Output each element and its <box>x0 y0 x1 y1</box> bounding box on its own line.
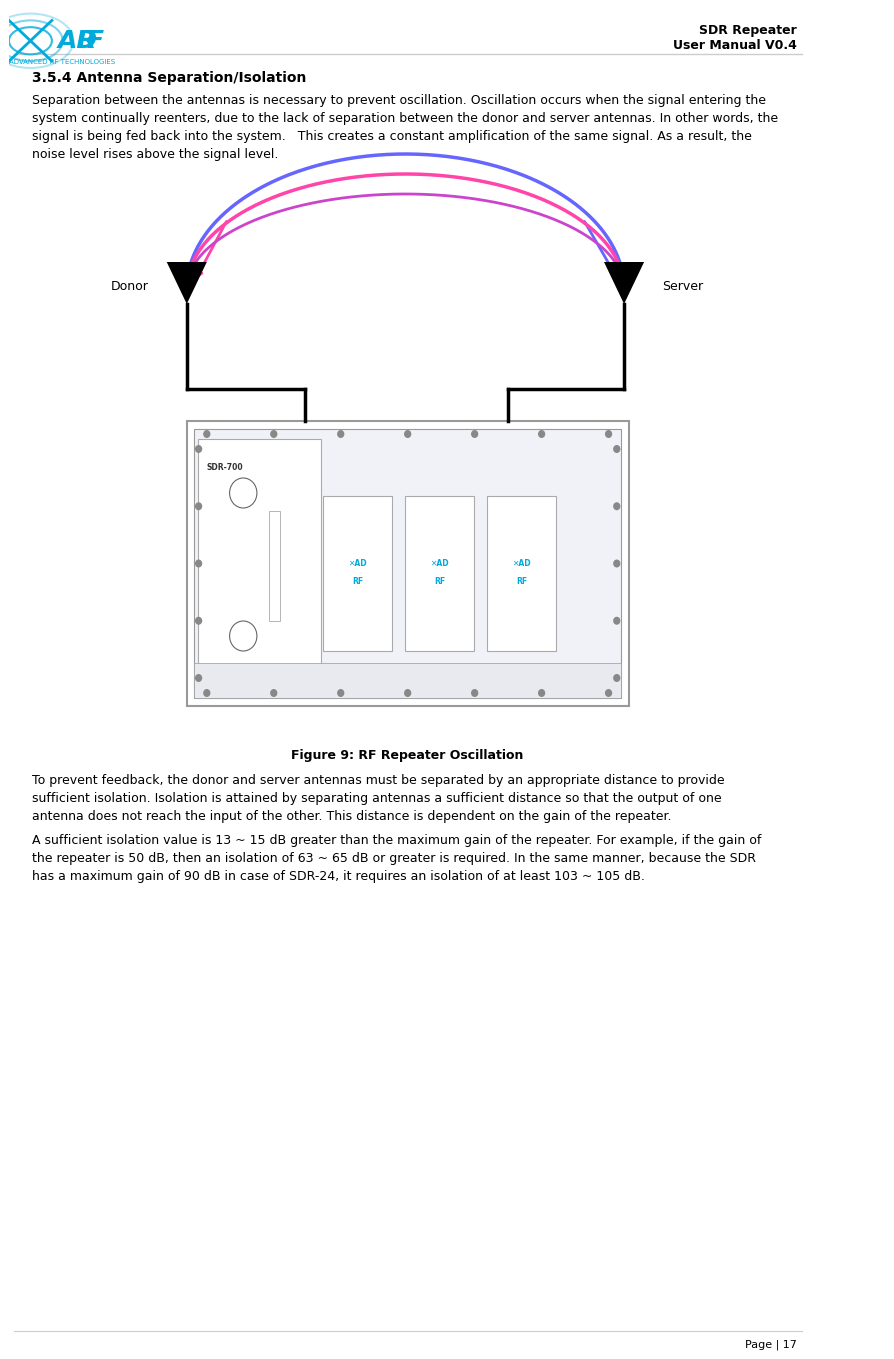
FancyBboxPatch shape <box>487 496 555 651</box>
Text: RF: RF <box>351 578 363 586</box>
Circle shape <box>612 560 620 568</box>
Text: ✕AD: ✕AD <box>511 559 530 568</box>
Text: User Manual V0.4: User Manual V0.4 <box>672 39 797 52</box>
Circle shape <box>403 429 411 438</box>
Text: SDR Repeater: SDR Repeater <box>698 24 797 37</box>
Circle shape <box>612 503 620 510</box>
Polygon shape <box>166 262 207 304</box>
FancyBboxPatch shape <box>194 663 620 699</box>
Circle shape <box>604 429 611 438</box>
Circle shape <box>470 689 477 697</box>
Text: RF: RF <box>434 578 444 586</box>
Circle shape <box>612 617 620 625</box>
Text: ✕AD: ✕AD <box>348 559 367 568</box>
Circle shape <box>403 689 411 697</box>
Circle shape <box>537 429 544 438</box>
Circle shape <box>203 429 210 438</box>
FancyBboxPatch shape <box>187 421 628 705</box>
Polygon shape <box>603 262 644 304</box>
Text: RF: RF <box>516 578 527 586</box>
Circle shape <box>612 444 620 453</box>
Circle shape <box>230 478 257 508</box>
Circle shape <box>337 429 344 438</box>
Circle shape <box>270 429 277 438</box>
Circle shape <box>537 689 544 697</box>
Circle shape <box>337 689 344 697</box>
Circle shape <box>195 560 202 568</box>
FancyBboxPatch shape <box>194 429 620 699</box>
Circle shape <box>470 429 477 438</box>
FancyBboxPatch shape <box>198 439 320 688</box>
Text: To prevent feedback, the donor and server antennas must be separated by an appro: To prevent feedback, the donor and serve… <box>32 775 724 824</box>
Text: AD: AD <box>57 29 97 53</box>
Text: F: F <box>86 29 104 53</box>
Circle shape <box>195 503 202 510</box>
Text: ADVANCED RF TECHNOLOGIES: ADVANCED RF TECHNOLOGIES <box>9 58 115 64</box>
Circle shape <box>604 689 611 697</box>
FancyBboxPatch shape <box>405 496 473 651</box>
Circle shape <box>270 689 277 697</box>
Text: 3.5.4 Antenna Separation/Isolation: 3.5.4 Antenna Separation/Isolation <box>32 71 306 86</box>
Circle shape <box>195 444 202 453</box>
Circle shape <box>195 674 202 682</box>
Circle shape <box>230 621 257 651</box>
Text: R: R <box>77 29 96 53</box>
Text: ✕AD: ✕AD <box>430 559 449 568</box>
FancyBboxPatch shape <box>268 511 279 621</box>
Text: A sufficient isolation value is 13 ~ 15 dB greater than the maximum gain of the : A sufficient isolation value is 13 ~ 15 … <box>32 834 761 883</box>
Text: Figure 9: RF Repeater Oscillation: Figure 9: RF Repeater Oscillation <box>291 749 523 762</box>
Text: Separation between the antennas is necessary to prevent oscillation. Oscillation: Separation between the antennas is neces… <box>32 94 777 160</box>
Circle shape <box>195 617 202 625</box>
Circle shape <box>612 674 620 682</box>
Text: Donor: Donor <box>111 280 148 292</box>
Text: Server: Server <box>662 280 703 292</box>
Text: SDR-700: SDR-700 <box>207 463 243 472</box>
Text: Page | 17: Page | 17 <box>745 1339 797 1349</box>
FancyBboxPatch shape <box>323 496 392 651</box>
Circle shape <box>203 689 210 697</box>
